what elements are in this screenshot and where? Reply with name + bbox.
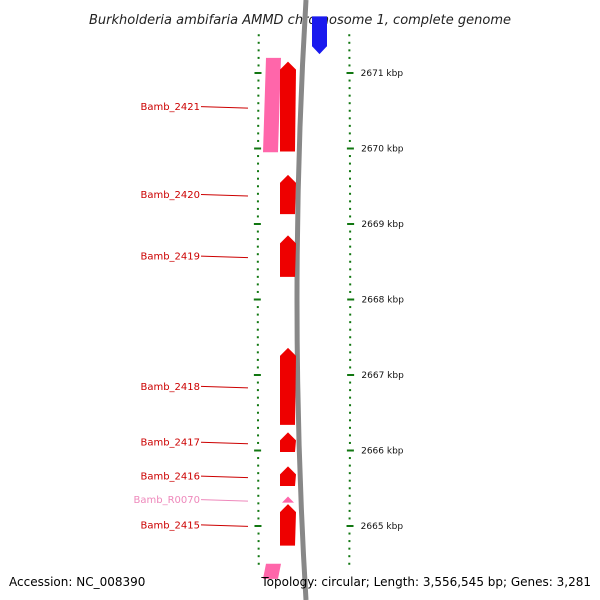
- gene-arrow[interactable]: [280, 347, 296, 425]
- rna-gene-arrow[interactable]: [282, 496, 294, 503]
- gene-features: [280, 61, 296, 546]
- neighbor-gene-arrow: [312, 16, 327, 55]
- label-leader-line: [200, 385, 249, 389]
- gene-arrow[interactable]: [280, 61, 296, 152]
- label-leader-line: [200, 194, 249, 197]
- kbp-label: 2665 kbp: [361, 522, 404, 532]
- kbp-label: 2667 kbp: [361, 371, 404, 381]
- label-leader-line: [200, 475, 249, 479]
- label-leader-line: [200, 441, 249, 445]
- kbp-label: 2668 kbp: [362, 296, 405, 306]
- kbp-label: 2671 kbp: [361, 69, 404, 79]
- kbp-label: 2669 kbp: [361, 220, 404, 230]
- gene-arrow[interactable]: [280, 174, 296, 215]
- label-leader-line: [200, 499, 249, 502]
- minor-ticks-left: [253, 34, 262, 565]
- rna-block: [263, 57, 281, 153]
- gene-arrow[interactable]: [280, 504, 296, 546]
- label-leader-line: [200, 524, 249, 527]
- neighbor-genes: [312, 16, 327, 55]
- gene-label[interactable]: Bamb_R0070: [134, 495, 200, 506]
- kbp-label: 2666 kbp: [361, 447, 404, 457]
- rna-block: [263, 563, 281, 579]
- gene-labels: Bamb_2421 Bamb_2420 Bamb_2419 Bamb_2418 Bamb…: [134, 102, 249, 531]
- accession-label: Accession: NC_008390: [9, 575, 145, 589]
- gene-arrow[interactable]: [280, 432, 296, 453]
- minor-ticks-right: [346, 34, 355, 565]
- gene-label[interactable]: Bamb_2419: [140, 252, 200, 263]
- rna-features: [263, 57, 281, 579]
- gene-arrow[interactable]: [280, 235, 296, 277]
- label-leader-line: [200, 255, 249, 259]
- gene-label[interactable]: Bamb_2417: [140, 438, 200, 449]
- kbp-scale: 2671 kbp 2670 kbp 2669 kbp 2668 kbp 2667 kbp…: [361, 69, 405, 532]
- topology-label: Topology: circular; Length: 3,556,545 bp…: [260, 575, 591, 589]
- gene-label[interactable]: Bamb_2416: [140, 472, 200, 483]
- kbp-label: 2670 kbp: [361, 145, 404, 155]
- gene-label[interactable]: Bamb_2418: [140, 382, 200, 393]
- map-title: Burkholderia ambifaria AMMD chromosome 1…: [89, 13, 511, 28]
- gene-label[interactable]: Bamb_2415: [140, 520, 200, 531]
- gene-label[interactable]: Bamb_2421: [140, 102, 200, 113]
- chromosome-backbone: [294, 0, 309, 600]
- gene-label[interactable]: Bamb_2420: [140, 190, 200, 201]
- label-leader-line: [200, 106, 249, 109]
- gene-arrow[interactable]: [280, 466, 296, 486]
